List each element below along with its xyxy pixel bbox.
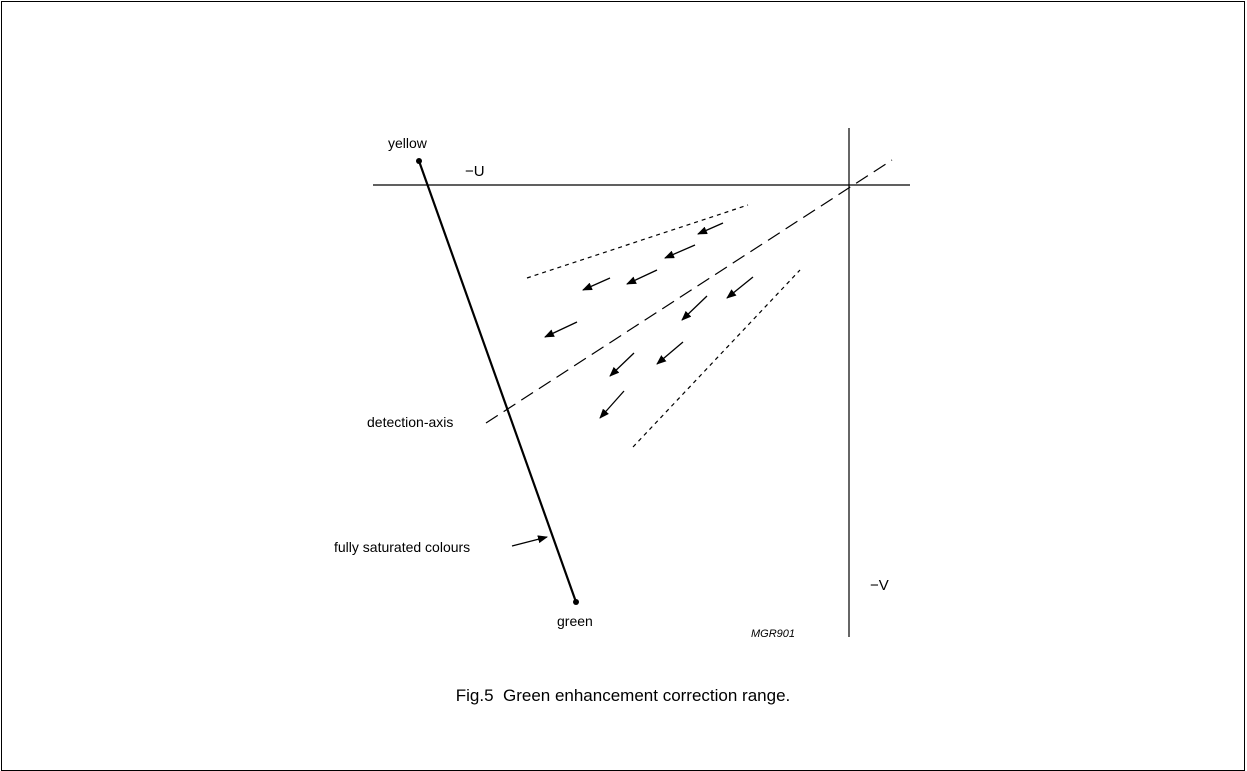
correction-arrow	[697, 222, 724, 235]
correction-arrow	[609, 352, 635, 377]
correction-arrow	[544, 321, 578, 338]
fully-saturated-label: fully saturated colours	[334, 539, 470, 555]
minus-v-label: −V	[870, 577, 889, 594]
saturation-line	[417, 160, 578, 603]
correction-arrow	[726, 276, 754, 299]
correction-arrow	[626, 269, 658, 285]
saturation-pointer	[511, 535, 548, 547]
correction-arrow	[664, 244, 696, 259]
figure-caption: Fig.5 Green enhancement correction range…	[456, 686, 791, 705]
green-point	[573, 599, 579, 605]
correction-arrow	[681, 295, 708, 321]
green-label: green	[557, 613, 593, 629]
correction-arrow	[599, 390, 625, 419]
minus-u-label: −U	[465, 163, 485, 180]
detection-axis-line	[485, 159, 893, 424]
range-boundary-upper	[526, 204, 749, 279]
correction-arrow	[582, 277, 611, 291]
yellow-label: yellow	[388, 135, 428, 151]
detection-axis-label: detection-axis	[367, 414, 453, 430]
drawing-code: MGR901	[751, 628, 795, 640]
yellow-point	[416, 158, 422, 164]
range-boundary-lower	[632, 269, 801, 448]
correction-arrow	[656, 341, 684, 365]
correction-arrows	[544, 222, 754, 419]
